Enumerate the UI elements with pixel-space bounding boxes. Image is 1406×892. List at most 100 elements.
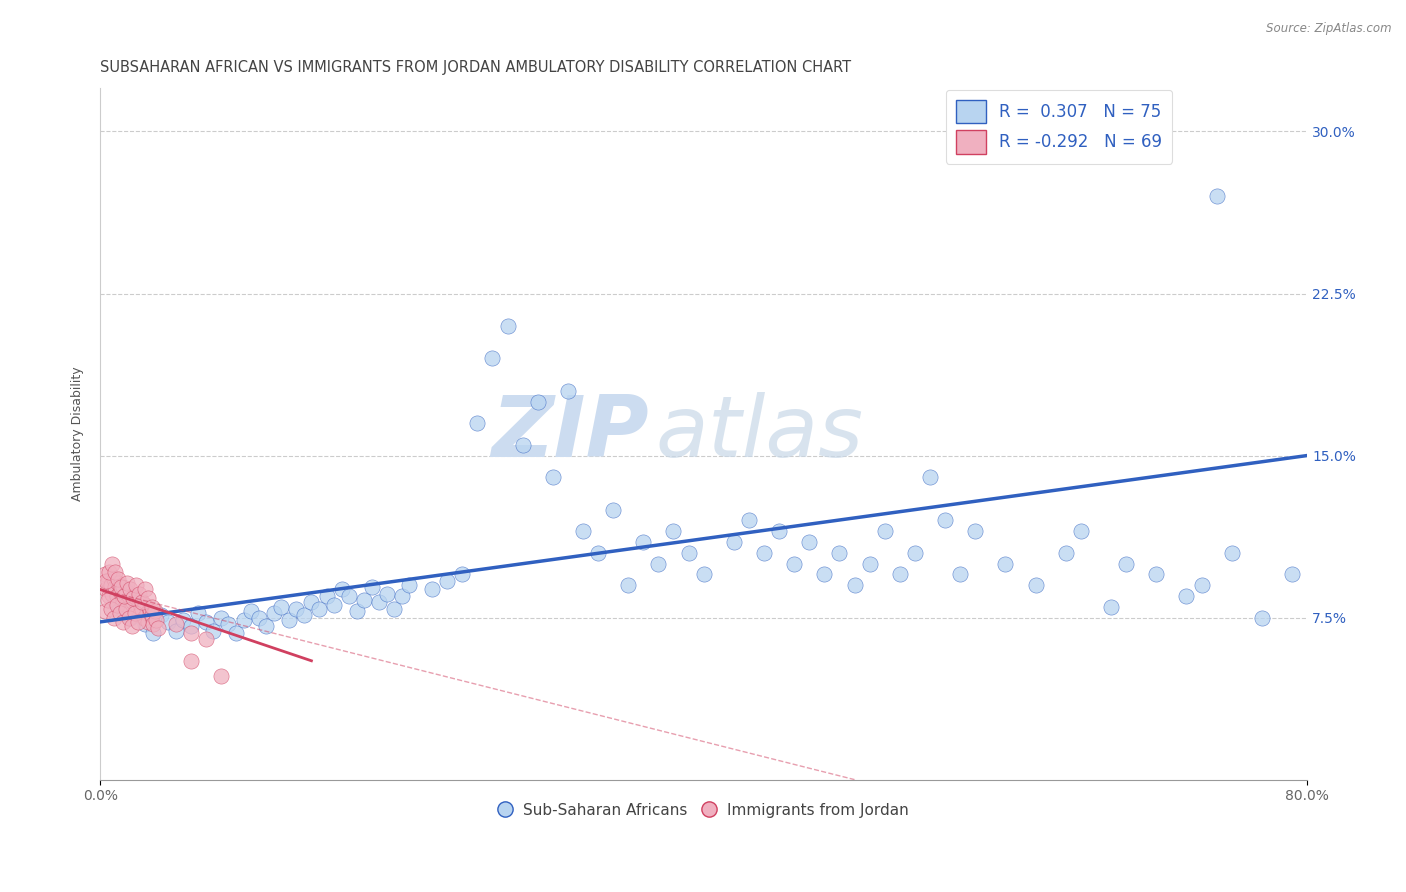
Point bbox=[180, 619, 202, 633]
Point bbox=[115, 602, 138, 616]
Point bbox=[1175, 589, 1198, 603]
Point bbox=[128, 608, 150, 623]
Point bbox=[127, 599, 149, 614]
Point bbox=[120, 602, 142, 616]
Point bbox=[131, 602, 153, 616]
Point bbox=[104, 565, 127, 579]
Point bbox=[1220, 546, 1243, 560]
Point bbox=[124, 604, 146, 618]
Point bbox=[93, 604, 115, 618]
Point bbox=[232, 613, 254, 627]
Point bbox=[1099, 599, 1122, 614]
Point bbox=[783, 557, 806, 571]
Point bbox=[360, 580, 382, 594]
Point bbox=[330, 582, 353, 597]
Point bbox=[93, 567, 115, 582]
Point bbox=[873, 524, 896, 538]
Point bbox=[1054, 546, 1077, 560]
Point bbox=[799, 535, 821, 549]
Point bbox=[142, 625, 165, 640]
Point bbox=[337, 589, 360, 603]
Point bbox=[391, 589, 413, 603]
Point bbox=[1205, 189, 1227, 203]
Point bbox=[949, 567, 972, 582]
Point bbox=[110, 580, 132, 594]
Point bbox=[225, 625, 247, 640]
Point bbox=[103, 610, 125, 624]
Y-axis label: Ambulatory Disability: Ambulatory Disability bbox=[72, 367, 84, 501]
Point bbox=[108, 584, 131, 599]
Point bbox=[112, 589, 135, 603]
Point bbox=[115, 598, 138, 612]
Point bbox=[122, 595, 145, 609]
Point bbox=[125, 578, 148, 592]
Text: Source: ZipAtlas.com: Source: ZipAtlas.com bbox=[1267, 22, 1392, 36]
Point bbox=[526, 394, 548, 409]
Point bbox=[889, 567, 911, 582]
Point bbox=[97, 574, 120, 588]
Point bbox=[187, 607, 209, 621]
Point bbox=[375, 587, 398, 601]
Point bbox=[994, 557, 1017, 571]
Point bbox=[132, 610, 155, 624]
Point bbox=[451, 567, 474, 582]
Point bbox=[263, 607, 285, 621]
Point bbox=[100, 602, 122, 616]
Point bbox=[107, 576, 129, 591]
Point bbox=[134, 617, 156, 632]
Point bbox=[108, 607, 131, 621]
Point bbox=[633, 535, 655, 549]
Point bbox=[1144, 567, 1167, 582]
Point bbox=[107, 572, 129, 586]
Point bbox=[467, 416, 489, 430]
Point bbox=[918, 470, 941, 484]
Point bbox=[240, 604, 263, 618]
Point bbox=[141, 608, 163, 623]
Point bbox=[157, 615, 180, 629]
Point bbox=[125, 591, 148, 606]
Point bbox=[105, 589, 128, 603]
Point bbox=[124, 607, 146, 621]
Point bbox=[813, 567, 835, 582]
Point bbox=[194, 632, 217, 647]
Point bbox=[678, 546, 700, 560]
Point bbox=[209, 610, 232, 624]
Point bbox=[98, 565, 121, 579]
Point bbox=[315, 589, 337, 603]
Point bbox=[101, 587, 124, 601]
Point bbox=[692, 567, 714, 582]
Point bbox=[420, 582, 443, 597]
Point bbox=[904, 546, 927, 560]
Point bbox=[121, 619, 143, 633]
Point bbox=[738, 513, 761, 527]
Point bbox=[145, 613, 167, 627]
Point bbox=[96, 582, 118, 597]
Point bbox=[308, 602, 330, 616]
Point bbox=[285, 602, 308, 616]
Point bbox=[828, 546, 851, 560]
Point bbox=[299, 595, 322, 609]
Point bbox=[138, 615, 160, 629]
Point bbox=[292, 608, 315, 623]
Point bbox=[277, 613, 299, 627]
Point bbox=[134, 598, 156, 612]
Point bbox=[384, 602, 406, 616]
Point bbox=[127, 615, 149, 629]
Point bbox=[1070, 524, 1092, 538]
Point bbox=[141, 599, 163, 614]
Point bbox=[112, 589, 135, 603]
Point bbox=[111, 580, 134, 594]
Point bbox=[844, 578, 866, 592]
Point bbox=[496, 318, 519, 333]
Point bbox=[131, 595, 153, 609]
Point bbox=[481, 351, 503, 366]
Text: SUBSAHARAN AFRICAN VS IMMIGRANTS FROM JORDAN AMBULATORY DISABILITY CORRELATION C: SUBSAHARAN AFRICAN VS IMMIGRANTS FROM JO… bbox=[100, 60, 852, 75]
Point bbox=[118, 593, 141, 607]
Point bbox=[121, 589, 143, 603]
Text: ZIP: ZIP bbox=[492, 392, 650, 475]
Point bbox=[194, 615, 217, 629]
Point bbox=[111, 604, 134, 618]
Point bbox=[104, 580, 127, 594]
Point bbox=[368, 595, 391, 609]
Point bbox=[572, 524, 595, 538]
